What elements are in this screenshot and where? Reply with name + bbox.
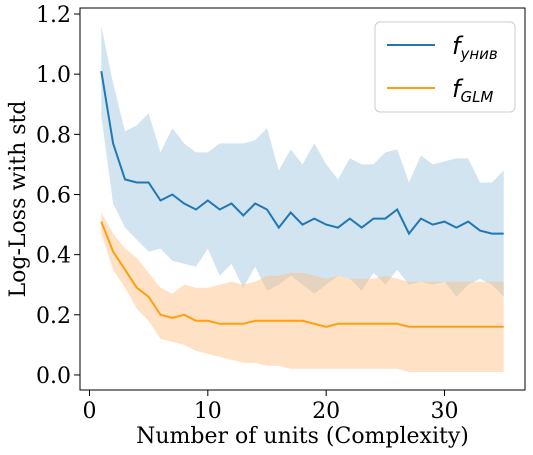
- series-lines: [100, 71, 504, 328]
- x-tick-label: 30: [431, 399, 459, 424]
- std-bands: [101, 26, 504, 372]
- plot-frame: [79, 7, 526, 391]
- std-band-унив: [101, 26, 504, 297]
- x-tick-label: 20: [312, 399, 340, 424]
- legend-label: fGLM: [452, 75, 493, 106]
- x-tick-label: 10: [194, 399, 222, 424]
- y-ticks: 0.0 0.2 0.4 0.6 0.8 1.0 1.2: [36, 3, 80, 389]
- y-tick-label: 0.8: [36, 123, 71, 148]
- legend-box: [374, 21, 516, 113]
- y-tick-label: 0.6: [36, 183, 71, 208]
- std-band-GLM: [101, 212, 504, 372]
- y-axis-label: Log-Loss with std: [6, 101, 31, 298]
- x-tick-label: 0: [82, 399, 96, 424]
- y-tick-label: 1.2: [36, 3, 71, 28]
- y-tick-label: 0.2: [36, 304, 71, 329]
- y-tick-label: 0.0: [36, 364, 71, 389]
- x-ticks: 0 10 20 30: [82, 390, 459, 424]
- x-axis-label: Number of units (Complexity): [136, 424, 469, 449]
- y-tick-label: 1.0: [36, 63, 71, 88]
- y-tick-label: 0.4: [36, 244, 71, 269]
- series-line-GLM: [100, 221, 504, 328]
- series-line-унив: [100, 71, 504, 236]
